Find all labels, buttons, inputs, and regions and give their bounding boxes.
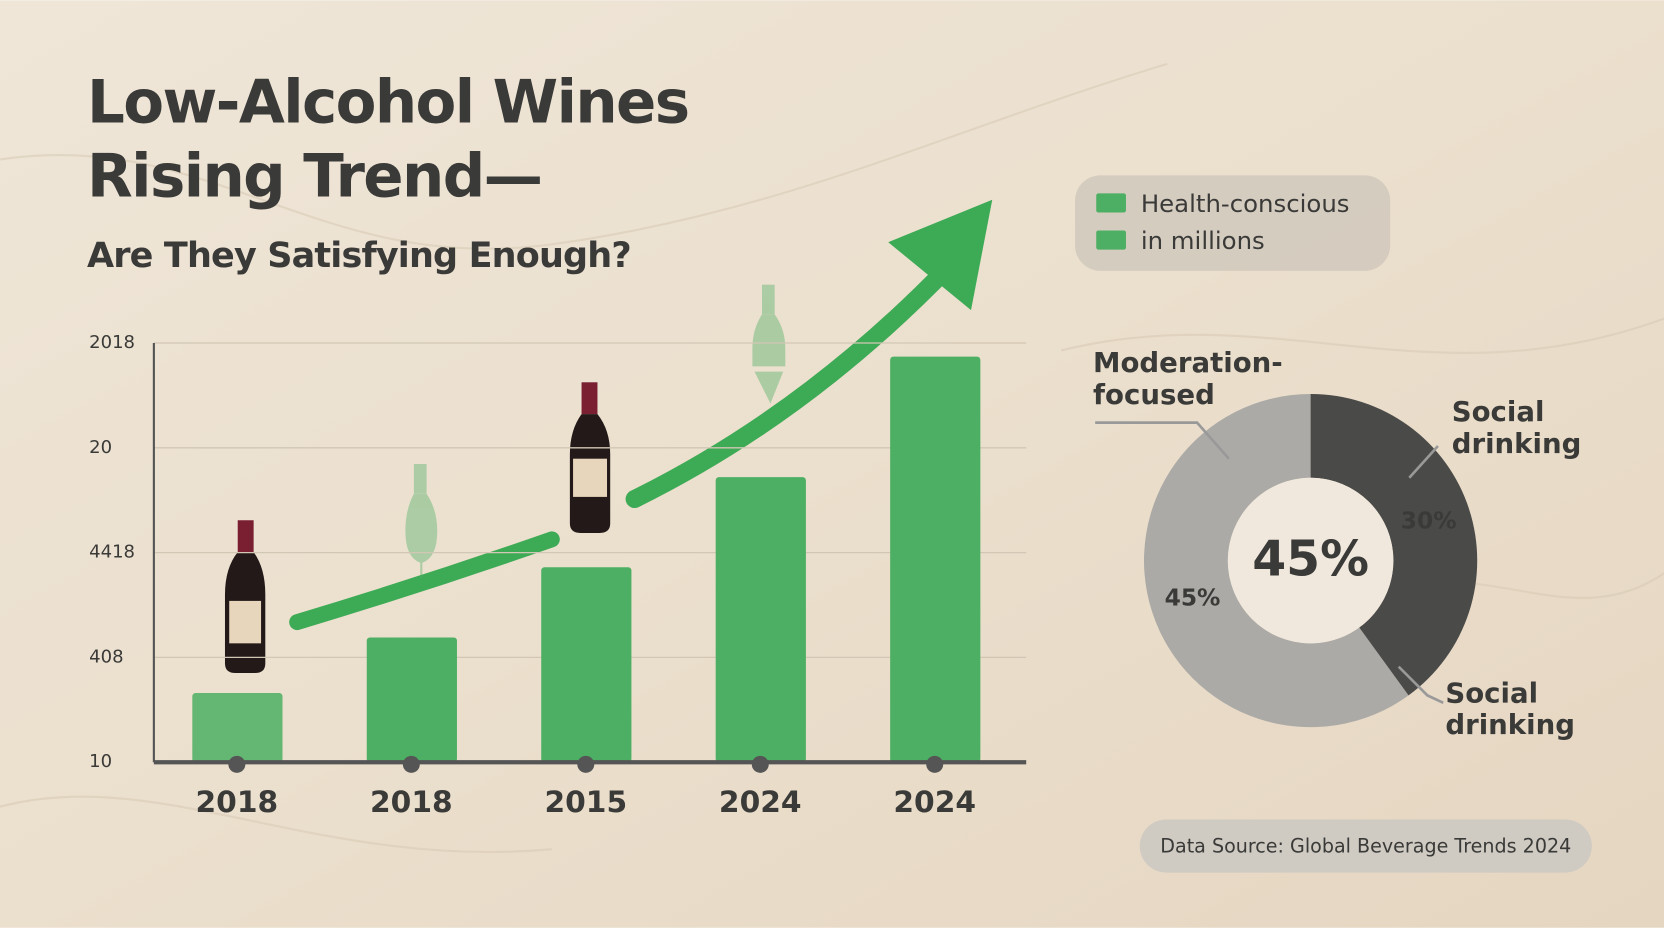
glass-bottle [752,284,786,404]
slice-label: 45% [1165,583,1221,611]
y-tick-label: 20 [89,437,112,458]
legend-label: in millions [1141,226,1265,255]
axis-dot [926,755,944,773]
bar [541,567,632,763]
y-tick-label: 4418 [89,542,135,563]
subtitle: Are They Satisfying Enough? [87,235,631,276]
source-pill [1139,819,1592,873]
x-tick-label: 2018 [196,785,279,820]
pie-slice [1310,393,1478,696]
center-label: 45% [1252,531,1369,588]
pie-slice [1143,393,1409,728]
y-tick-label: 408 [89,646,123,667]
bar [366,637,457,763]
pie-label: Social drinking [1452,395,1582,460]
bottle [224,520,266,674]
charts: 10 408 4418 20 2018 2018 2018 2015 2024 2024 45% 30… [89,332,1478,820]
legend-swatch [1096,193,1126,213]
axis-dot [751,755,769,773]
glass-bottle [405,464,438,579]
y-tick-label: 2018 [89,332,135,353]
legend-label: Health-conscious [1141,189,1350,218]
legend-box [1075,175,1391,271]
axis-dot [402,755,420,773]
bar [890,356,981,763]
bottle [569,382,611,533]
x-tick-label: 2024 [893,785,976,820]
donut-hole [1227,477,1394,644]
pie-label: Moderation-focused [1093,346,1283,411]
title: Low-Alcohol Wines Rising Trend— [87,68,689,211]
x-tick-label: 2024 [719,785,802,820]
x-tick-label: 2018 [370,785,453,820]
source: Data Source: Global Beverage Trends 2024 [1160,835,1571,858]
slice-label: 30% [1401,507,1457,535]
y-tick-label: 10 [89,751,112,772]
axis-dot [228,755,246,773]
leader-lines [1095,421,1444,704]
bar [192,693,283,763]
pie-annotation: Social drinking [1445,676,1575,741]
x-tick-label: 2015 [544,785,627,820]
bar [715,477,806,763]
axis-dot [577,755,595,773]
trend-arrow [289,199,993,631]
legend-swatch [1096,230,1126,250]
